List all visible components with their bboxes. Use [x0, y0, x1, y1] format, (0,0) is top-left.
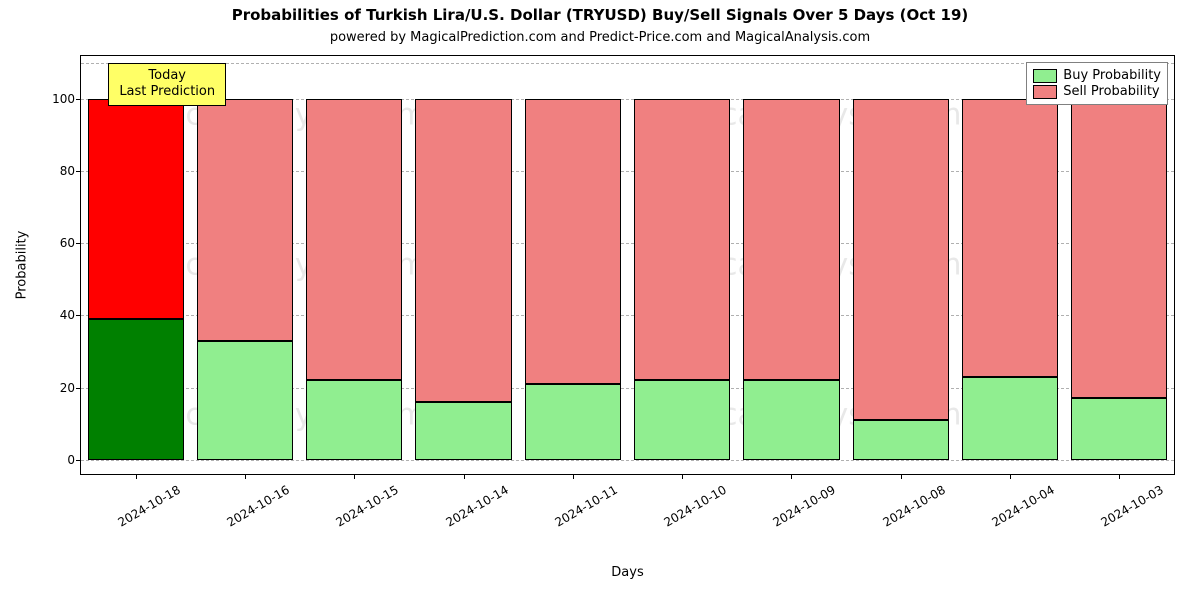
buy-bar: [1071, 398, 1167, 459]
x-tick-mark: [245, 474, 246, 479]
legend: Buy ProbabilitySell Probability: [1026, 62, 1168, 105]
today-annotation: TodayLast Prediction: [108, 63, 226, 106]
x-axis-label: Days: [611, 565, 643, 580]
sell-bar: [962, 99, 1058, 376]
bar-group: [962, 56, 1058, 474]
annotation-line: Today: [119, 68, 215, 84]
sell-bar: [415, 99, 511, 402]
x-tick-label: 2024-10-04: [985, 474, 1057, 530]
x-tick-mark: [1119, 474, 1120, 479]
sell-bar: [88, 99, 184, 319]
legend-label: Sell Probability: [1063, 84, 1159, 99]
x-tick-label: 2024-10-15: [329, 474, 401, 530]
x-tick-label: 2024-10-08: [875, 474, 947, 530]
y-tick-label: 40: [60, 308, 81, 322]
x-tick-mark: [354, 474, 355, 479]
y-axis-label: Probability: [15, 231, 30, 300]
sell-bar: [634, 99, 730, 380]
plot-area: MagicalAnalysis.comMagicalAnalysis.comMa…: [80, 55, 1175, 475]
x-tick-mark: [1010, 474, 1011, 479]
bar-group: [743, 56, 839, 474]
x-tick-mark: [682, 474, 683, 479]
x-tick-mark: [901, 474, 902, 479]
sell-bar: [525, 99, 621, 384]
bar-group: [1071, 56, 1167, 474]
x-tick-label: 2024-10-09: [766, 474, 838, 530]
x-tick-label: 2024-10-16: [219, 474, 291, 530]
x-tick-mark: [136, 474, 137, 479]
x-tick-mark: [573, 474, 574, 479]
bar-group: [525, 56, 621, 474]
sell-bar: [853, 99, 949, 420]
chart-container: Probabilities of Turkish Lira/U.S. Dolla…: [0, 0, 1200, 600]
x-tick-label: 2024-10-18: [110, 474, 182, 530]
bar-group: [88, 56, 184, 474]
x-tick-mark: [464, 474, 465, 479]
x-tick-label: 2024-10-03: [1094, 474, 1166, 530]
bar-group: [306, 56, 402, 474]
buy-bar: [415, 402, 511, 460]
buy-bar: [525, 384, 621, 460]
y-tick-label: 80: [60, 164, 81, 178]
x-tick-label: 2024-10-11: [547, 474, 619, 530]
x-tick-label: 2024-10-10: [657, 474, 729, 530]
y-tick-label: 100: [52, 92, 81, 106]
buy-bar: [634, 380, 730, 459]
legend-swatch: [1033, 85, 1057, 99]
buy-bar: [853, 420, 949, 460]
y-tick-label: 0: [67, 453, 81, 467]
sell-bar: [743, 99, 839, 380]
x-tick-label: 2024-10-14: [438, 474, 510, 530]
buy-bar: [743, 380, 839, 459]
legend-swatch: [1033, 69, 1057, 83]
chart-subtitle: powered by MagicalPrediction.com and Pre…: [0, 30, 1200, 45]
chart-title: Probabilities of Turkish Lira/U.S. Dolla…: [0, 6, 1200, 24]
bar-group: [415, 56, 511, 474]
legend-item: Sell Probability: [1033, 84, 1161, 99]
buy-bar: [197, 341, 293, 460]
x-tick-mark: [791, 474, 792, 479]
bar-group: [853, 56, 949, 474]
bar-group: [634, 56, 730, 474]
sell-bar: [197, 99, 293, 340]
buy-bar: [306, 380, 402, 459]
sell-bar: [306, 99, 402, 380]
legend-item: Buy Probability: [1033, 68, 1161, 83]
y-tick-label: 20: [60, 381, 81, 395]
sell-bar: [1071, 99, 1167, 398]
buy-bar: [962, 377, 1058, 460]
buy-bar: [88, 319, 184, 460]
bar-group: [197, 56, 293, 474]
annotation-line: Last Prediction: [119, 84, 215, 100]
legend-label: Buy Probability: [1063, 68, 1161, 83]
y-tick-label: 60: [60, 236, 81, 250]
